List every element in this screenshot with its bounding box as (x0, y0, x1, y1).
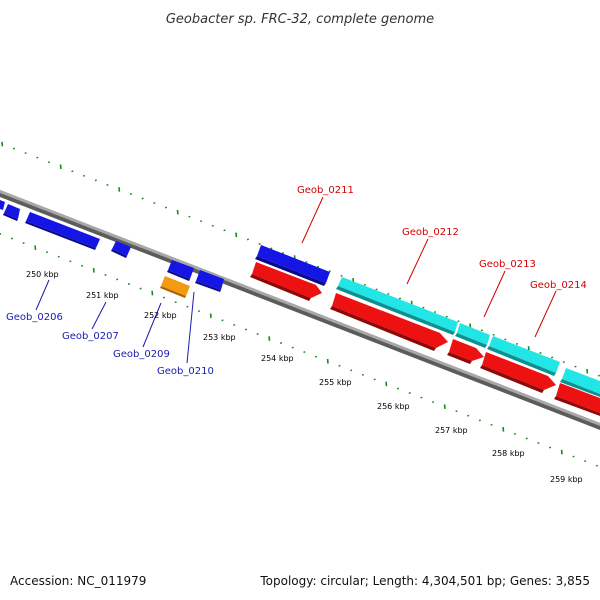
gene-label-geob-0209[interactable]: Geob_0209 (113, 349, 170, 360)
scale-label: 254 kbp (261, 354, 294, 363)
callout-lines (35, 196, 557, 364)
gene-geob-0211[interactable] (255, 245, 330, 286)
gene-label-geob-0207[interactable]: Geob_0207 (62, 331, 119, 342)
gene-geob-0212[interactable] (336, 277, 458, 335)
scale-label: 252 kbp (144, 311, 177, 320)
outer-tick-ring (1, 141, 600, 377)
gene-geob-0214[interactable] (560, 368, 600, 397)
gene-geob-0209[interactable] (167, 260, 194, 281)
gene-label-geob-0211[interactable]: Geob_0211 (297, 185, 354, 196)
gene-label-geob-0210[interactable]: Geob_0210 (157, 366, 214, 377)
gene-geob-0207[interactable] (25, 212, 100, 250)
scale-label: 259 kbp (550, 475, 583, 484)
inner-tick-ring (0, 233, 598, 467)
scale-label: 255 kbp (319, 378, 352, 387)
scale-label: 251 kbp (86, 291, 119, 300)
gene-labels: Geob_0211 Geob_0212 Geob_0213 Geob_0214 … (6, 185, 587, 377)
gene-geob-0208[interactable] (111, 241, 131, 258)
accession-label: Accession: NC_011979 (10, 574, 146, 588)
gene-label-geob-0213[interactable]: Geob_0213 (479, 259, 536, 270)
gene-geob-0205[interactable] (0, 200, 5, 210)
gene-red-5[interactable] (554, 383, 600, 416)
gene-orange[interactable] (160, 276, 190, 298)
gene-red-2[interactable] (330, 293, 448, 351)
scale-labels: 250 kbp 251 kbp 252 kbp 253 kbp 254 kbp … (26, 270, 583, 484)
scale-label: 257 kbp (435, 426, 468, 435)
gene-geob-0210[interactable] (195, 270, 224, 292)
map-title: Geobacter sp. FRC-32, complete genome (166, 12, 434, 27)
gene-label-geob-0206[interactable]: Geob_0206 (6, 312, 63, 323)
scale-label: 250 kbp (26, 270, 59, 279)
gene-red-3[interactable] (447, 339, 484, 364)
scale-label: 256 kbp (377, 402, 410, 411)
gene-geob-0206[interactable] (3, 204, 20, 221)
scale-label: 253 kbp (203, 333, 236, 342)
gene-label-geob-0212[interactable]: Geob_0212 (402, 227, 459, 238)
gene-geob-0213-segment-a[interactable] (455, 323, 490, 348)
gene-red-1[interactable] (250, 262, 322, 301)
forward-strand-genes (0, 200, 600, 397)
scale-label: 258 kbp (492, 449, 525, 458)
topology-label: Topology: circular; Length: 4,304,501 bp… (259, 574, 590, 588)
reverse-strand-genes (160, 260, 600, 416)
gene-label-geob-0214[interactable]: Geob_0214 (530, 280, 587, 291)
gene-red-4[interactable] (480, 352, 556, 393)
gene-geob-0213[interactable] (487, 336, 560, 376)
genome-backbone (0, 190, 600, 430)
